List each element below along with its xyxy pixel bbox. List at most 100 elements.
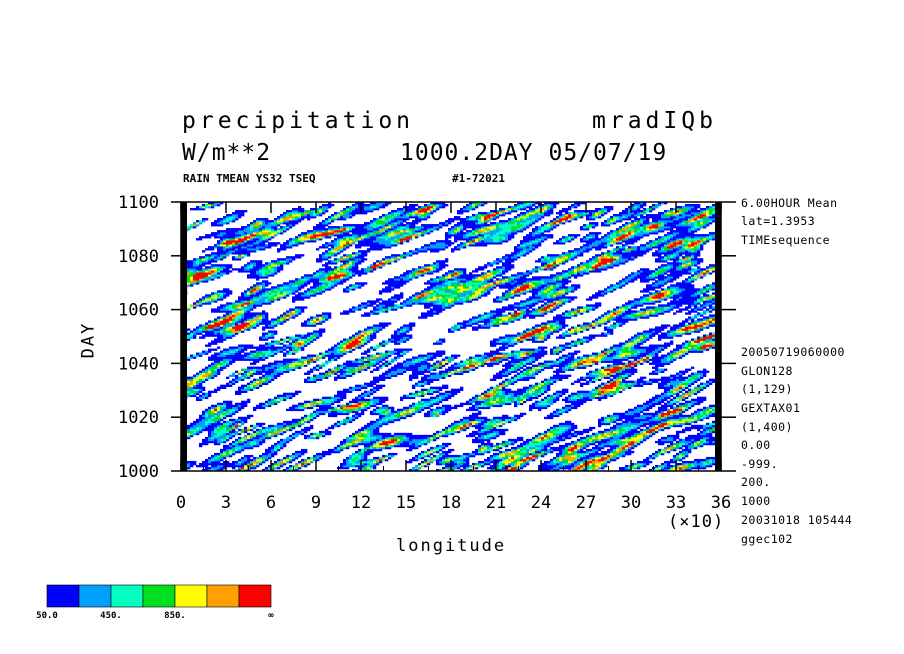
- precip-cell: [439, 388, 443, 391]
- precip-cell: [616, 422, 620, 426]
- precip-cell: [346, 440, 350, 444]
- precip-cell: [487, 442, 491, 446]
- precip-cell: [340, 396, 344, 400]
- precip-cell: [622, 382, 626, 385]
- precip-cell: [268, 450, 272, 454]
- precip-cell: [703, 406, 707, 410]
- precip-cell: [340, 374, 344, 377]
- precip-cell: [610, 384, 614, 387]
- precip-cell: [523, 454, 527, 458]
- precip-cell: [316, 432, 320, 436]
- precip-cell: [367, 404, 371, 408]
- precip-cell: [679, 458, 683, 462]
- precip-cell: [346, 416, 350, 420]
- precip-cell: [529, 388, 533, 391]
- precip-cell: [544, 432, 548, 436]
- precip-cell: [433, 432, 437, 436]
- precip-cell: [592, 370, 596, 373]
- precip-cell: [349, 406, 353, 410]
- precip-cell: [475, 408, 479, 412]
- precip-cell: [592, 426, 596, 430]
- precip-cell: [310, 370, 314, 373]
- precip-cell: [274, 374, 278, 377]
- precip-cell: [256, 384, 260, 387]
- precip-cell: [226, 410, 230, 414]
- precip-cell: [343, 406, 347, 410]
- precip-cell: [586, 450, 590, 454]
- precip-cell: [655, 396, 659, 400]
- precip-cell: [496, 462, 500, 466]
- precip-cell: [469, 468, 473, 471]
- precip-cell: [565, 462, 569, 466]
- precip-cell: [358, 454, 362, 458]
- precip-cell: [640, 430, 644, 434]
- precip-cell: [217, 402, 221, 406]
- precip-cell: [211, 408, 215, 412]
- precip-cell: [604, 394, 608, 398]
- precip-cell: [571, 458, 575, 462]
- precip-cell: [193, 374, 197, 377]
- precip-cell: [643, 402, 647, 406]
- precip-cell: [616, 434, 620, 438]
- precip-cell: [319, 434, 323, 438]
- precip-cell: [475, 452, 479, 456]
- precip-cell: [430, 390, 434, 394]
- precip-cell: [262, 460, 266, 464]
- precip-cell: [628, 410, 632, 414]
- precip-cell: [562, 436, 566, 440]
- precip-cell: [661, 384, 665, 387]
- precip-cell: [628, 452, 632, 456]
- precip-cell: [418, 402, 422, 406]
- precip-cell: [637, 410, 641, 414]
- precip-cell: [436, 406, 440, 410]
- precip-cell: [532, 448, 536, 452]
- precip-cell: [622, 442, 626, 446]
- precip-cell: [292, 426, 296, 430]
- precip-cell: [352, 416, 356, 420]
- precip-cell: [373, 402, 377, 406]
- precip-cell: [589, 460, 593, 464]
- precip-cell: [265, 466, 269, 470]
- precip-cell: [202, 440, 206, 444]
- precip-cell: [349, 402, 353, 406]
- precip-cell: [208, 422, 212, 426]
- precip-cell: [655, 400, 659, 404]
- precip-cell: [319, 378, 323, 381]
- precip-cell: [394, 410, 398, 414]
- precip-cell: [235, 468, 239, 471]
- precip-cell: [601, 446, 605, 450]
- precip-cell: [457, 372, 461, 375]
- precip-cell: [448, 390, 452, 394]
- precip-cell: [580, 444, 584, 448]
- precip-cell: [433, 438, 437, 442]
- precip-cell: [232, 440, 236, 444]
- precip-cell: [709, 436, 713, 440]
- precip-cell: [541, 402, 545, 406]
- precip-cell: [232, 430, 236, 434]
- precip-cell: [214, 424, 218, 428]
- precip-cell: [616, 446, 620, 450]
- precip-cell: [649, 428, 653, 432]
- precip-cell: [514, 396, 518, 400]
- precip-cell: [253, 460, 257, 464]
- precip-cell: [667, 464, 671, 468]
- precip-cell: [703, 436, 707, 440]
- precip-cell: [634, 462, 638, 466]
- precip-cell: [199, 428, 203, 432]
- precip-cell: [700, 438, 704, 442]
- precip-cell: [493, 394, 497, 398]
- precip-cell: [292, 394, 296, 398]
- precip-cell: [613, 454, 617, 458]
- precip-cell: [370, 370, 374, 373]
- precip-cell: [583, 392, 587, 396]
- precip-cell: [421, 438, 425, 442]
- precip-cell: [586, 372, 590, 375]
- precip-cell: [238, 408, 242, 412]
- precip-cell: [481, 436, 485, 440]
- precip-cell: [499, 402, 503, 406]
- precip-cell: [415, 440, 419, 444]
- precip-cell: [634, 436, 638, 440]
- precip-cell: [601, 462, 605, 466]
- precip-cell: [541, 464, 545, 468]
- precip-cell: [274, 370, 278, 373]
